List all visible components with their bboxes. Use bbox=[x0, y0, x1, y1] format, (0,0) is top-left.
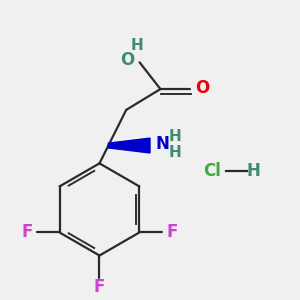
Text: N: N bbox=[155, 135, 170, 153]
Text: F: F bbox=[167, 224, 178, 242]
Text: H: H bbox=[131, 38, 144, 53]
Text: H: H bbox=[246, 162, 260, 180]
Text: H: H bbox=[168, 129, 181, 144]
Text: F: F bbox=[94, 278, 105, 296]
Text: O: O bbox=[195, 79, 209, 97]
Text: Cl: Cl bbox=[203, 162, 221, 180]
Text: H: H bbox=[168, 145, 181, 160]
Text: F: F bbox=[21, 224, 33, 242]
Polygon shape bbox=[108, 138, 150, 153]
Text: O: O bbox=[120, 51, 134, 69]
